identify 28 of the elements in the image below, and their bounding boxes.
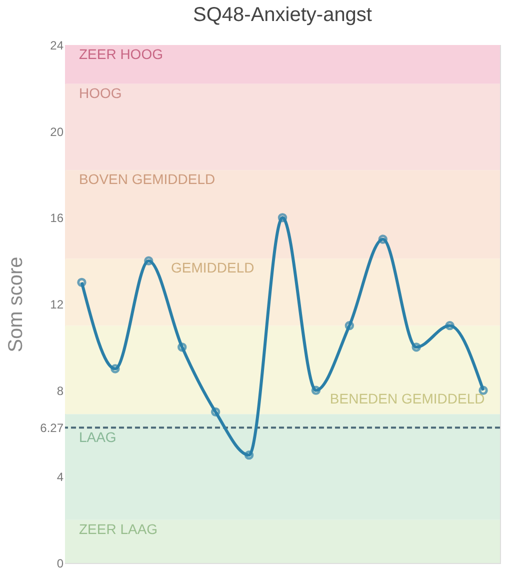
point xyxy=(278,213,288,222)
point xyxy=(378,234,388,244)
y-tick-label: 16 xyxy=(50,211,64,226)
point xyxy=(110,364,120,374)
band-label: HOOG xyxy=(78,84,122,101)
y-tick-label: 20 xyxy=(50,124,64,139)
band-label: ZEER LAAG xyxy=(78,520,158,537)
y-tick-label: 0 xyxy=(56,556,64,570)
band-label: BENEDEN GEMIDDELD xyxy=(330,390,485,406)
point xyxy=(445,320,454,330)
point xyxy=(344,320,354,330)
band-label: ZEER HOOG xyxy=(78,46,163,62)
y-tick-label: 8 xyxy=(56,384,64,398)
point xyxy=(244,450,254,460)
band-label: BOVEN GEMIDDELD xyxy=(78,171,216,188)
y-tick-label: 6.27 xyxy=(40,421,64,436)
point xyxy=(311,386,321,395)
y-axis-title: Som score xyxy=(5,256,28,352)
y-tick-label: 12 xyxy=(50,298,64,312)
point xyxy=(144,256,154,266)
band-label: GEMIDDELD xyxy=(170,260,254,276)
y-tick-label: 4 xyxy=(56,470,64,484)
point xyxy=(412,342,421,352)
y-tick-label: 24 xyxy=(50,38,64,52)
chart-title: SQ48-Anxiety-angst xyxy=(193,4,372,26)
point xyxy=(210,407,220,417)
point xyxy=(178,342,187,352)
band-label: LAAG xyxy=(78,429,116,446)
